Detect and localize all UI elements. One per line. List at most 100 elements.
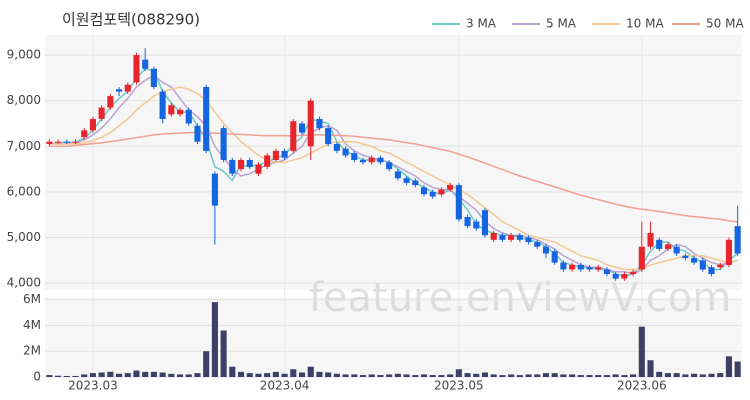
volume-bar [159, 372, 166, 377]
volume-bar [691, 373, 698, 377]
candle-body [377, 157, 384, 163]
candle-body [203, 87, 210, 151]
volume-bar [133, 370, 140, 377]
candle-body [386, 162, 393, 170]
candle-body [46, 141, 53, 145]
volume-bar [264, 373, 271, 377]
volume-panel [45, 297, 742, 377]
volume-bar [89, 373, 96, 377]
watermark: feature.enViewV.com [309, 275, 731, 321]
candle-body [734, 226, 741, 254]
y-tick-label: 6M [23, 292, 41, 306]
volume-bar [194, 373, 201, 377]
candle-body [194, 125, 201, 142]
candle-body [298, 123, 306, 133]
candle-body [525, 237, 532, 243]
candle-body [569, 264, 576, 270]
candle-body [272, 150, 279, 160]
y-tick-label: 5,000 [7, 230, 41, 244]
y-tick-label: 9,000 [7, 48, 41, 62]
candle-body [394, 171, 401, 179]
volume-bar [429, 375, 436, 377]
plot: 4,000 5,000 6,000 7,000 8,000 9,000 0 2M 4M 6M 202… [7, 17, 745, 393]
candle-body [333, 144, 340, 151]
volume-bar [150, 371, 157, 377]
volume-bar [525, 374, 532, 377]
volume-bar [638, 326, 645, 377]
volume-bar [673, 373, 680, 377]
x-tick-label: 2023.03 [68, 379, 118, 393]
volume-bar [717, 373, 724, 377]
candle-body [98, 107, 105, 119]
candle-body [577, 264, 584, 270]
candle-body [656, 239, 663, 249]
volume-bar [316, 371, 323, 377]
candle-body [133, 55, 140, 83]
candle-body [342, 148, 349, 156]
candle-body [664, 244, 671, 249]
volume-bar [412, 375, 419, 377]
volume-bar [342, 374, 349, 377]
candle-body [359, 159, 367, 163]
candle-body [560, 262, 567, 270]
volume-bar [325, 372, 332, 377]
x-tick-label: 2023.05 [434, 379, 484, 393]
candle-body [107, 96, 114, 108]
candle-body [551, 251, 558, 263]
candle-body [124, 84, 131, 92]
volume-bar [508, 374, 515, 377]
volume-bar [621, 375, 628, 377]
volume-bar [351, 374, 358, 377]
y-tick-label: 6,000 [7, 184, 41, 198]
volume-bar [569, 374, 576, 377]
volume-bar [333, 373, 340, 377]
candle-body [150, 68, 157, 88]
candle-body [159, 91, 166, 119]
volume-bar [220, 330, 227, 377]
candle-body [447, 185, 454, 190]
volume-bar [464, 373, 471, 377]
candle-body [682, 255, 689, 259]
x-tick-label: 2023.06 [617, 379, 667, 393]
y-tick-label: 8,000 [7, 93, 41, 107]
volume-bar [368, 374, 375, 377]
candle-body [508, 235, 515, 240]
candle-body [630, 271, 637, 275]
volume-bar [481, 372, 489, 377]
volume-bar [420, 374, 428, 377]
candle-body [717, 264, 724, 268]
volume-bar [142, 371, 149, 377]
volume-bar [98, 372, 105, 377]
candle-body [281, 150, 288, 158]
volume-bar [55, 375, 62, 377]
candle-body [307, 100, 314, 147]
volume-bar [603, 375, 611, 377]
candle-body [185, 109, 192, 124]
volume-bar [185, 374, 192, 377]
volume-bar [255, 373, 262, 377]
volume-bar [595, 375, 602, 377]
candle-body [403, 178, 410, 183]
candle-body [647, 232, 654, 247]
volume-bar [290, 369, 297, 377]
candle-body [368, 157, 375, 163]
candle-body [55, 141, 62, 143]
candle-body [603, 269, 611, 275]
candle-body [229, 159, 236, 174]
candle-body [220, 128, 227, 160]
candle-body [290, 121, 297, 151]
ma-line [49, 74, 738, 275]
candle-body [412, 180, 419, 186]
volume-bar [577, 375, 584, 377]
volume-bar [516, 375, 523, 377]
volume-bar [490, 374, 497, 377]
volume-bar [542, 373, 550, 377]
volume-bar [307, 366, 314, 377]
volume-bar [656, 371, 663, 377]
volume-bar [229, 366, 236, 377]
y-tick-label: 4,000 [7, 276, 41, 290]
candle-body [455, 185, 462, 220]
legend-label: 50 MA [706, 17, 744, 31]
volume-bar [168, 373, 175, 377]
